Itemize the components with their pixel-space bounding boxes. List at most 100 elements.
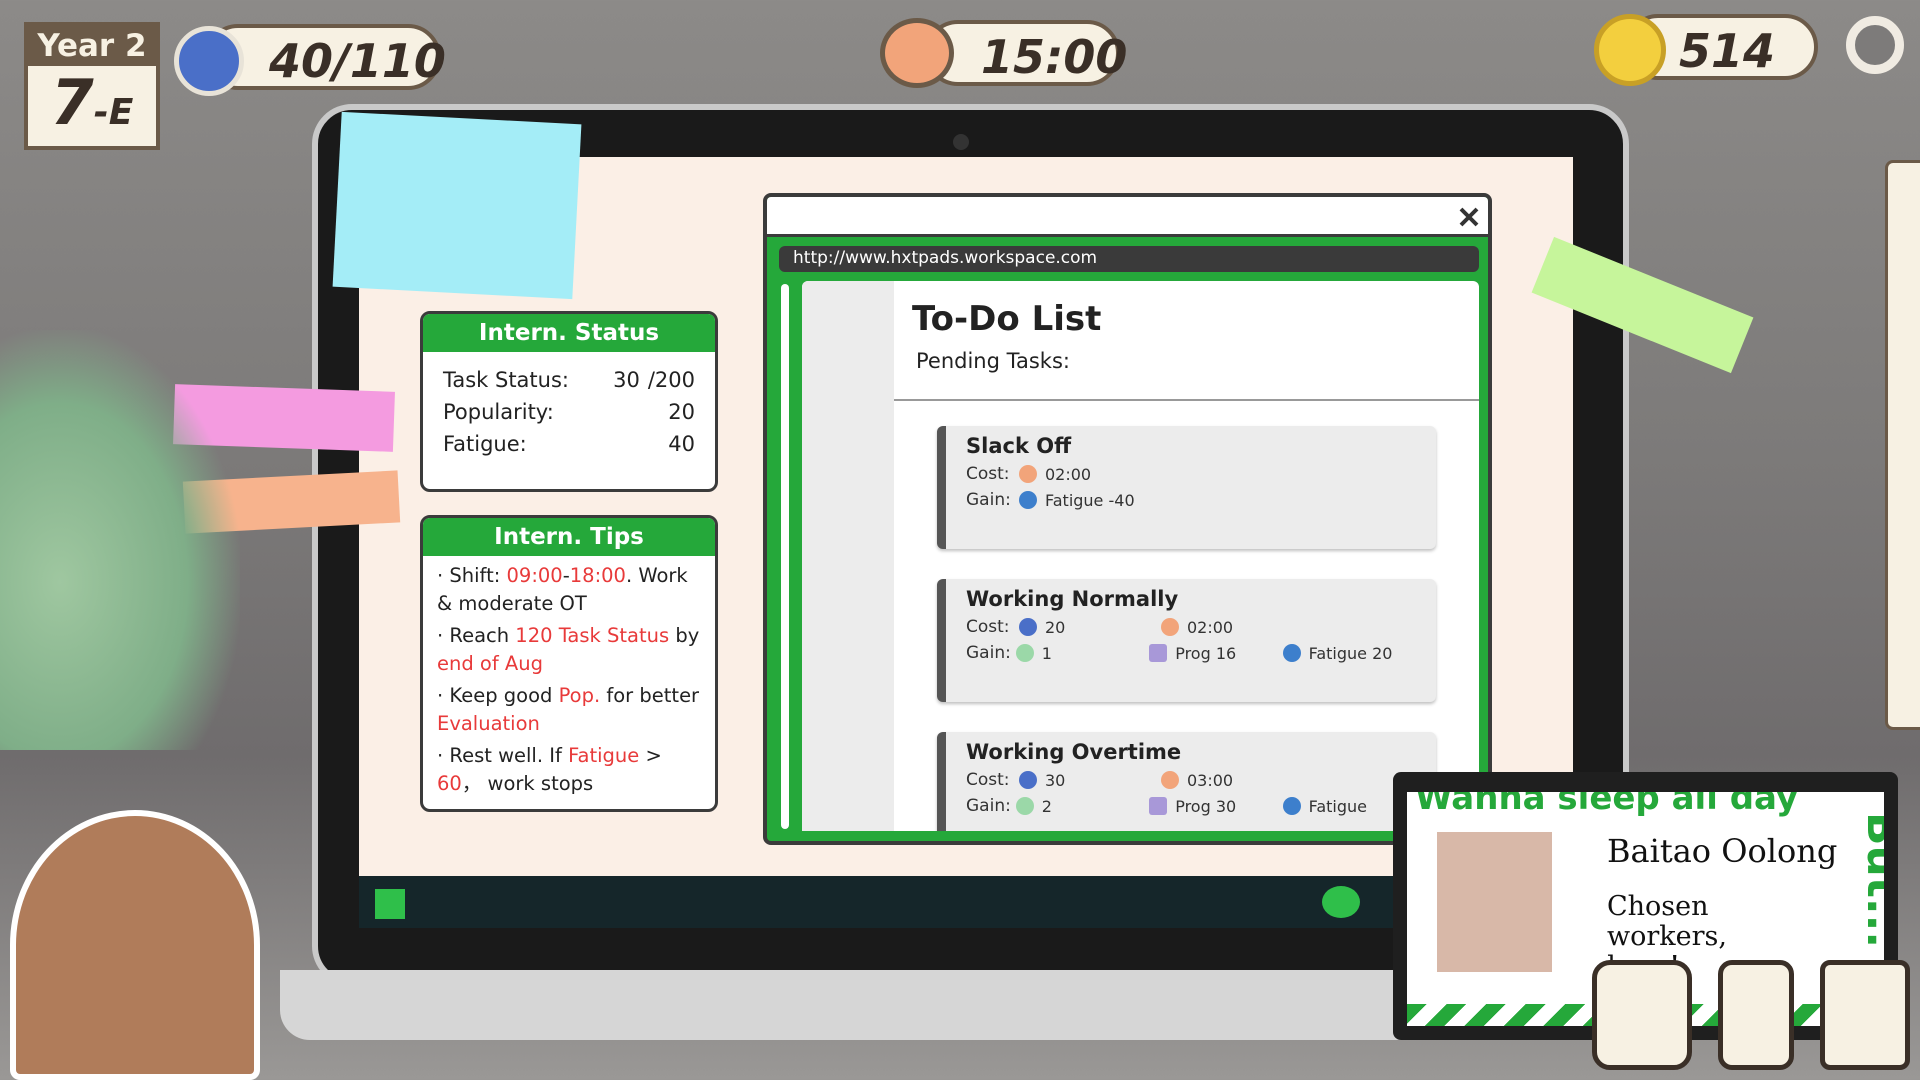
- tip-text: · Reach: [437, 624, 516, 647]
- cost-item: 02:00: [1019, 465, 1161, 484]
- task-cost: Cost: 02:00: [966, 464, 1416, 484]
- task-gain: Gain: Fatigue -40: [966, 490, 1416, 510]
- gain-item: Fatigue: [1282, 796, 1416, 816]
- tips-card: Intern. Tips · Shift: 09:00-18:00. Work …: [420, 515, 718, 812]
- clock-icon: [1161, 618, 1179, 636]
- energy-max: /110: [333, 34, 446, 88]
- scrollbar: [781, 284, 789, 829]
- energy: 40: [269, 34, 334, 88]
- tip-text: by: [669, 624, 700, 647]
- tip: · Shift: 09:00-18:00. Work & moderate OT: [437, 562, 701, 618]
- gain-label: Gain:: [966, 796, 1011, 816]
- moon-icon: [1019, 491, 1037, 509]
- status-row: Fatigue: 40: [443, 432, 695, 456]
- notes-button[interactable]: [1820, 960, 1910, 1070]
- tip-text: for better: [600, 684, 700, 707]
- tips-title: Intern. Tips: [423, 518, 715, 556]
- camera: [953, 134, 969, 150]
- tip-highlight: Evaluation: [437, 712, 540, 735]
- task-cost: Cost: 30 03:00: [966, 770, 1416, 790]
- gain-text: 2: [1041, 796, 1052, 816]
- phone-button[interactable]: [1718, 960, 1794, 1070]
- chat-app[interactable]: [1322, 886, 1360, 918]
- status-value: 30/200: [613, 368, 695, 392]
- task-name: Slack Off: [966, 434, 1072, 458]
- energy-pill: 40/110: [205, 24, 446, 90]
- start-button[interactable]: [375, 889, 405, 919]
- status-row: Popularity: 20: [443, 400, 695, 424]
- tip-highlight: 18:00: [569, 564, 626, 587]
- task-card[interactable]: Working Overtime Cost: 30 03:00 Gain: 2 Prog 3…: [937, 732, 1436, 831]
- title-bar: [767, 197, 1488, 237]
- status-title: Intern. Status: [423, 314, 715, 352]
- chat-icon: [1015, 797, 1034, 815]
- task-gain: Gain: 1 Prog 16 Fatigue 20: [966, 643, 1416, 663]
- status-number: 20: [668, 400, 695, 424]
- gain-text: Fatigue -40: [1045, 490, 1135, 510]
- gain-text: 1: [1041, 643, 1052, 663]
- cost-label: Cost:: [966, 770, 1010, 790]
- task-card[interactable]: Slack Off Cost: 02:00 Gain: Fatigue -40: [937, 426, 1436, 549]
- page: To-Do List Pending Tasks: Slack Off Cost:…: [802, 281, 1479, 831]
- cost-item: 20: [1019, 618, 1161, 637]
- tip-highlight: 120 Task Status: [515, 624, 670, 647]
- cost-text: 02:00: [1187, 617, 1234, 637]
- page-subtitle: Pending Tasks:: [916, 349, 1070, 373]
- clock-pill: 15:00: [925, 20, 1127, 86]
- gain-item: Fatigue 20: [1282, 643, 1416, 663]
- sticky-note: [332, 111, 582, 300]
- character: [10, 810, 260, 1080]
- energy-icon: [1019, 618, 1037, 636]
- sidebar: [802, 281, 894, 831]
- status-label: Fatigue:: [443, 432, 527, 456]
- energy-icon: [174, 26, 244, 96]
- gain-item: 2: [1015, 796, 1149, 816]
- status-rows: Task Status: 30/200 Popularity: 20 Fatigue: 4…: [423, 352, 715, 472]
- ad-brand: Baitao Oolong: [1607, 832, 1838, 870]
- status-value: 40: [668, 432, 695, 456]
- clock-icon: [880, 18, 954, 88]
- backpack-button[interactable]: [1592, 960, 1692, 1070]
- gain-item: 1: [1015, 643, 1149, 663]
- year: Year 2: [28, 26, 156, 66]
- cost-text: 03:00: [1187, 770, 1234, 790]
- cost-item: 30: [1019, 771, 1161, 790]
- page-title: To-Do List: [912, 299, 1102, 339]
- prog-icon: [1149, 644, 1168, 662]
- tip-text: · Keep good: [437, 684, 559, 707]
- task-gain: Gain: 2 Prog 30 Fatigue: [966, 796, 1416, 816]
- status-label: Popularity:: [443, 400, 554, 424]
- week-label: 7-E: [28, 66, 156, 139]
- gain-item: Fatigue -40: [1019, 491, 1161, 510]
- moon-icon: [1282, 644, 1301, 662]
- tip: · Rest well. If Fatigue > 60， work stops: [437, 742, 701, 798]
- energy-icon: [1019, 771, 1037, 789]
- chat-icon: [1015, 644, 1034, 662]
- cost-label: Cost:: [966, 617, 1010, 637]
- taskbar: [359, 876, 1573, 928]
- coin-icon: [1594, 14, 1666, 86]
- clock-icon: [1019, 465, 1037, 483]
- tip-highlight: Fatigue: [568, 744, 640, 767]
- status-value: 20: [668, 400, 695, 424]
- task-card[interactable]: Working Normally Cost: 20 02:00 Gain: 1 Prog 1…: [937, 579, 1436, 702]
- ad-headline: Wanna sleep all day: [1415, 792, 1799, 818]
- cost-text: 02:00: [1045, 464, 1092, 484]
- gain-text: Fatigue: [1308, 796, 1368, 816]
- tip: · Reach 120 Task Status by end of Aug: [437, 622, 701, 678]
- settings-button[interactable]: [1846, 16, 1904, 74]
- address-bar: http://www.hxtpads.workspace.com: [779, 246, 1479, 272]
- week-suffix: -E: [93, 92, 134, 133]
- cost-text: 20: [1045, 617, 1066, 637]
- status-label: Task Status:: [443, 368, 569, 392]
- tip-text: ， work stops: [461, 772, 594, 795]
- tip-highlight: 09:00: [506, 564, 563, 587]
- close-button[interactable]: [1459, 207, 1479, 227]
- status-number: 30: [613, 368, 640, 392]
- cost-text: 30: [1045, 770, 1066, 790]
- clock-icon: [1161, 771, 1179, 789]
- gain-text: Fatigue 20: [1308, 643, 1393, 663]
- cost-item: 03:00: [1161, 771, 1303, 790]
- prog-icon: [1149, 797, 1168, 815]
- gain-label: Gain:: [966, 490, 1011, 510]
